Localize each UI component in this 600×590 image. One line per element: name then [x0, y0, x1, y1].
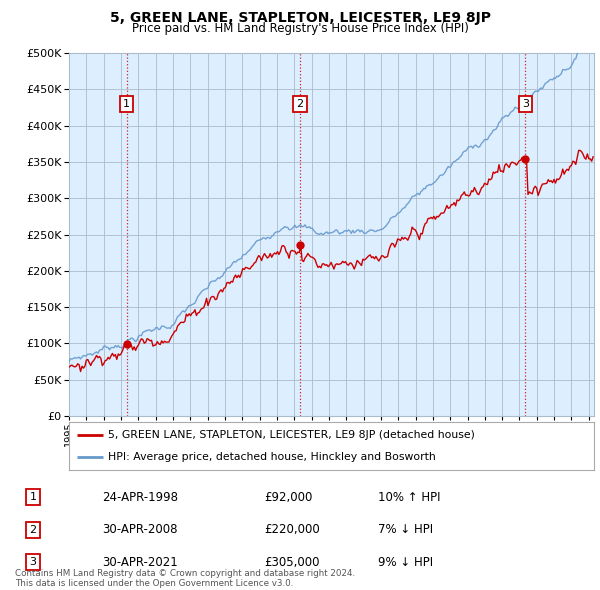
Text: Contains HM Land Registry data © Crown copyright and database right 2024.
This d: Contains HM Land Registry data © Crown c…: [15, 569, 355, 588]
Text: 30-APR-2021: 30-APR-2021: [102, 556, 178, 569]
Text: 1: 1: [123, 99, 130, 109]
Text: 30-APR-2008: 30-APR-2008: [102, 523, 178, 536]
Text: 3: 3: [522, 99, 529, 109]
Text: 2: 2: [29, 525, 37, 535]
Text: HPI: Average price, detached house, Hinckley and Bosworth: HPI: Average price, detached house, Hinc…: [109, 452, 436, 462]
Text: £305,000: £305,000: [264, 556, 320, 569]
Text: 5, GREEN LANE, STAPLETON, LEICESTER, LE9 8JP (detached house): 5, GREEN LANE, STAPLETON, LEICESTER, LE9…: [109, 430, 475, 440]
Text: 1: 1: [29, 493, 37, 502]
Text: 5, GREEN LANE, STAPLETON, LEICESTER, LE9 8JP: 5, GREEN LANE, STAPLETON, LEICESTER, LE9…: [110, 11, 491, 25]
Text: 2: 2: [296, 99, 304, 109]
Text: 24-APR-1998: 24-APR-1998: [102, 491, 178, 504]
Text: 3: 3: [29, 558, 37, 567]
Text: £92,000: £92,000: [264, 491, 313, 504]
Text: 10% ↑ HPI: 10% ↑ HPI: [378, 491, 440, 504]
Text: 7% ↓ HPI: 7% ↓ HPI: [378, 523, 433, 536]
Text: Price paid vs. HM Land Registry's House Price Index (HPI): Price paid vs. HM Land Registry's House …: [131, 22, 469, 35]
Text: £220,000: £220,000: [264, 523, 320, 536]
Text: 9% ↓ HPI: 9% ↓ HPI: [378, 556, 433, 569]
